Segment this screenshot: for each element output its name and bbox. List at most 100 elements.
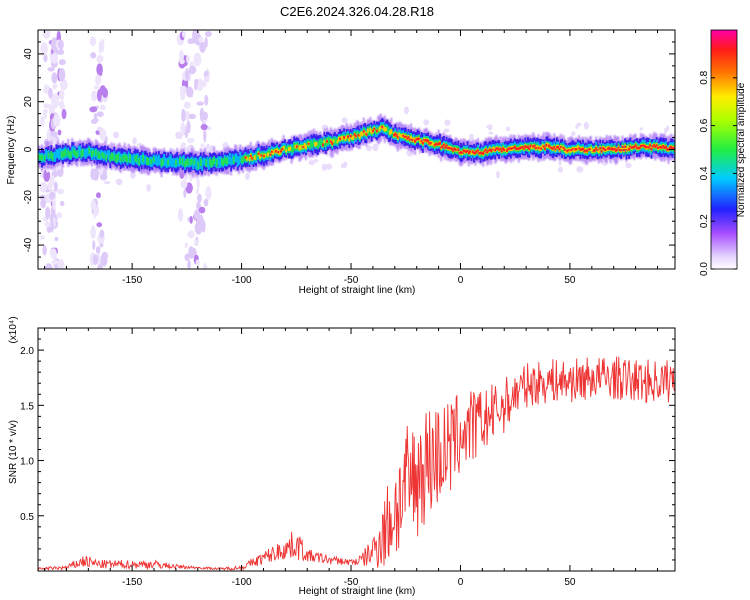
- ridge-cell: [421, 141, 424, 145]
- noise-blob: [195, 188, 199, 195]
- noise-speck: [469, 133, 474, 141]
- ridge-cell: [211, 158, 214, 166]
- ridge-cell: [152, 156, 155, 163]
- ridge-cell: [297, 142, 300, 151]
- ridge-cell: [571, 148, 574, 150]
- ridge-cell: [205, 159, 208, 167]
- colorbar-tick-label: 0.4: [699, 166, 710, 180]
- snr-panel: -150 -100 -50 0 50 0.5 1.0 1.5 2.0 Height of str…: [8, 316, 676, 597]
- spectrogram-y-tick-label: 0: [23, 146, 34, 152]
- noise-blob: [184, 242, 188, 248]
- ridge-cell: [370, 130, 373, 134]
- ridge-cell: [307, 142, 310, 145]
- ridge-cell: [155, 154, 158, 166]
- ridge-cell: [113, 150, 116, 161]
- snr-plot-area: [38, 328, 675, 571]
- ridge-cell: [460, 151, 462, 154]
- ridge-cell: [336, 140, 339, 144]
- ridge-cell: [257, 152, 260, 155]
- ridge-cell: [245, 156, 248, 161]
- noise-speck: [343, 161, 348, 168]
- ridge-cell: [554, 148, 557, 151]
- ridge-cell: [79, 145, 82, 157]
- snr-y-tick-label: 1.0: [20, 457, 34, 468]
- ridge-cell: [161, 158, 164, 166]
- spectrogram-y-tick-label: -40: [23, 237, 34, 252]
- noise-speck: [583, 122, 589, 130]
- ridge-cell: [178, 157, 181, 165]
- ridge-cell: [247, 154, 250, 161]
- ridge-cell: [591, 148, 594, 153]
- ridge-cell: [601, 147, 604, 150]
- ridge-cell: [586, 150, 589, 153]
- ridge-cell: [364, 131, 367, 135]
- ridge-cell: [567, 149, 570, 151]
- noise-speck: [136, 143, 144, 147]
- noise-blob: [39, 235, 45, 240]
- ridge-cell: [354, 134, 357, 138]
- ridge-cell: [343, 136, 346, 139]
- ridge-cell: [390, 129, 393, 134]
- ridge-cell: [583, 149, 586, 153]
- ridge-cell: [516, 147, 519, 150]
- ridge-cell: [494, 148, 497, 152]
- ridge-cell: [329, 140, 332, 143]
- ridge-cell: [503, 148, 506, 152]
- ridge-cell: [387, 129, 390, 135]
- noise-blob: [47, 67, 55, 72]
- ridge-cell: [511, 147, 514, 150]
- ridge-cell: [232, 156, 235, 165]
- ridge-cell: [129, 154, 131, 163]
- ridge-cell: [523, 147, 525, 150]
- noise-speck: [103, 181, 111, 185]
- ridge-cell: [471, 150, 474, 154]
- ridge-cell: [399, 134, 402, 138]
- ridge-cell: [92, 150, 95, 156]
- ridge-cell: [458, 151, 461, 154]
- noise-blob: [49, 191, 56, 200]
- ridge-cell: [249, 155, 252, 158]
- ridge-cell: [194, 157, 197, 170]
- ridge-cell: [356, 130, 359, 138]
- ridge-cell: [620, 149, 623, 152]
- ridge-cell: [147, 158, 150, 165]
- ridge-cell: [177, 158, 180, 167]
- noise-blob: [196, 177, 200, 189]
- ridge-cell: [345, 135, 348, 139]
- ridge-cell: [357, 133, 360, 137]
- ridge-cell: [645, 146, 648, 149]
- noise-blob: [96, 111, 104, 118]
- ridge-cell: [502, 147, 504, 151]
- noise-blob: [48, 87, 53, 99]
- ridge-cell: [587, 148, 590, 151]
- ridge-cell: [526, 145, 529, 149]
- ridge-cell: [667, 148, 670, 151]
- ridge-cell: [316, 141, 319, 150]
- noise-blob: [50, 52, 59, 64]
- ridge-cell: [565, 148, 567, 154]
- ridge-cell: [127, 151, 130, 164]
- ridge-cell: [597, 149, 600, 154]
- ridge-cell: [651, 145, 654, 148]
- ridge-cell: [227, 156, 230, 165]
- noise-blob: [58, 59, 66, 66]
- ridge-cell: [599, 147, 602, 150]
- ridge-cell: [549, 146, 552, 149]
- noise-blob: [99, 229, 105, 239]
- noise-blob: [203, 129, 207, 143]
- snr-x-axis-label: Height of straight line (km): [299, 586, 416, 597]
- spectrogram-y-tick-label: -20: [23, 190, 34, 205]
- ridge-cell: [529, 144, 532, 148]
- ridge-cell: [71, 146, 74, 157]
- ridge-cell: [670, 145, 673, 149]
- ridge-cell: [400, 134, 403, 138]
- ridge-cell: [111, 153, 114, 161]
- ridge-cell: [484, 148, 487, 152]
- noise-speck: [321, 163, 328, 171]
- noise-speck: [365, 145, 372, 152]
- ridge-cell: [403, 135, 406, 138]
- noise-blob: [179, 49, 185, 62]
- ridge-cell: [509, 147, 512, 150]
- ridge-cell: [462, 149, 465, 153]
- ridge-cell: [467, 151, 470, 155]
